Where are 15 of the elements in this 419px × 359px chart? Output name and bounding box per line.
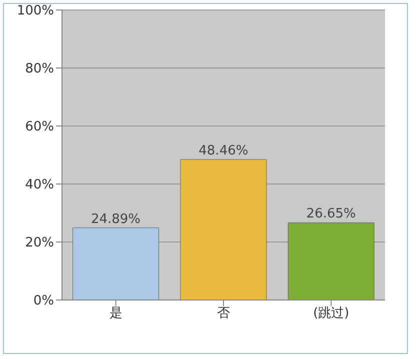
data-label: 48.46%	[198, 143, 248, 158]
y-tick-label: 80%	[25, 62, 54, 77]
x-tick-label: 否	[217, 306, 230, 322]
x-tick-label: (跳过)	[313, 306, 350, 322]
y-tick-label: 0%	[33, 294, 54, 309]
x-tick-label: 是	[109, 306, 122, 322]
data-label: 24.89%	[90, 212, 141, 227]
bar	[288, 222, 374, 300]
y-tick-label: 20%	[25, 236, 54, 251]
y-tick-label: 100%	[16, 4, 54, 19]
y-tick-label: 40%	[25, 178, 54, 193]
y-tick-label: 60%	[25, 120, 54, 135]
bar	[180, 159, 267, 300]
bar	[72, 228, 160, 300]
data-label: 26.65%	[306, 206, 356, 222]
